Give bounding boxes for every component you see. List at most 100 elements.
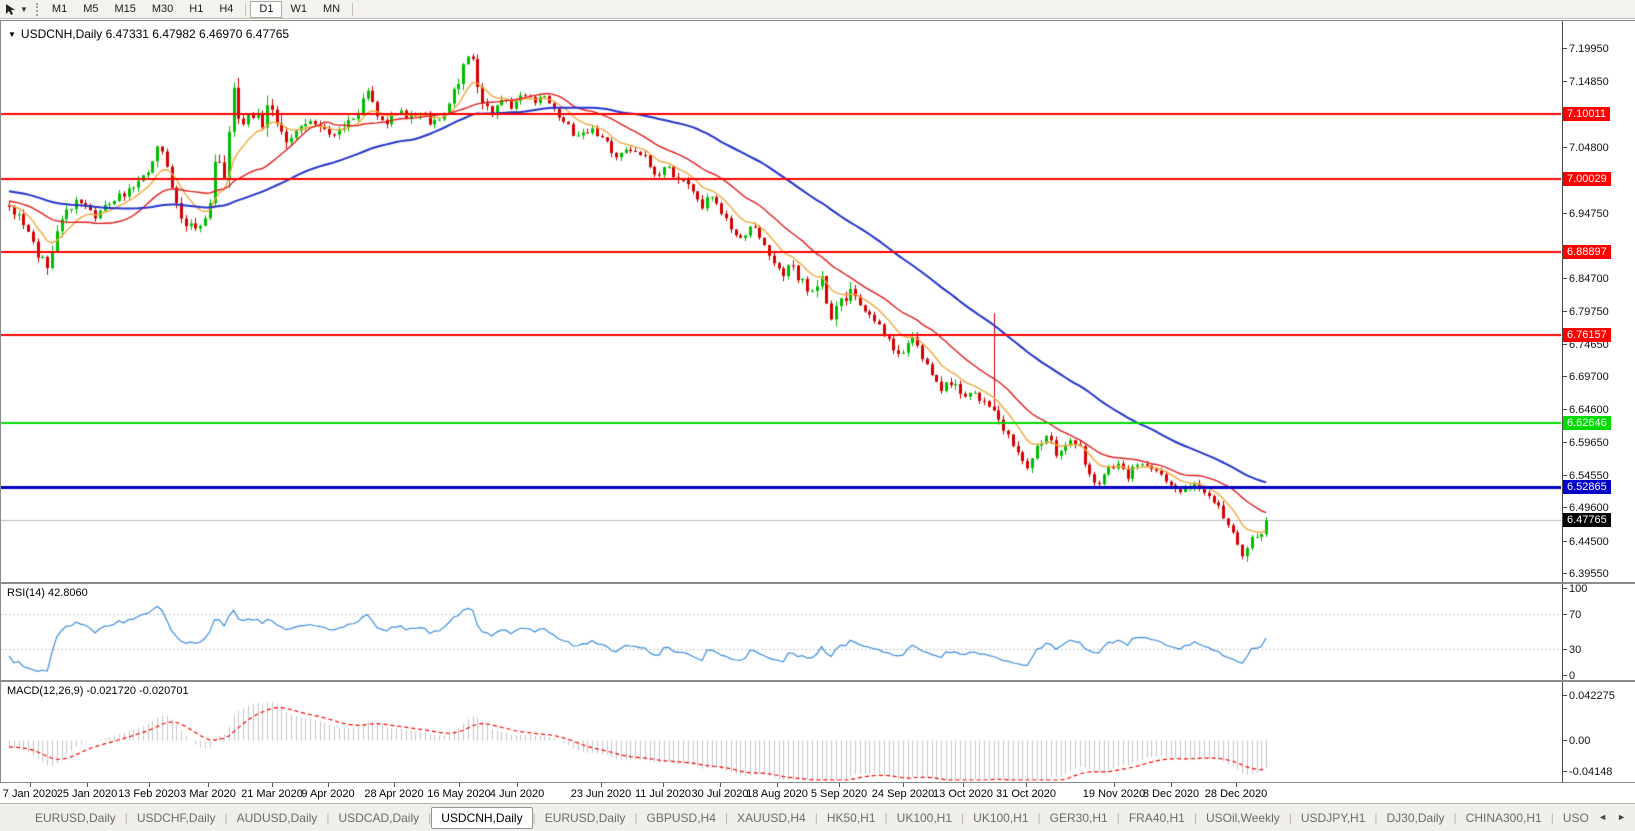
date-tick: [839, 783, 840, 787]
chart-tab[interactable]: USDCHF,Daily: [136, 810, 216, 825]
date-label: 18 Aug 2020: [746, 788, 808, 800]
cursor-arrow-icon: [6, 3, 15, 15]
hline-price-label: 7.10011: [1563, 106, 1610, 121]
price-tick-label: 6.79750: [1563, 305, 1609, 318]
macd-scale-label: 0.042275: [1563, 690, 1615, 703]
timeframe-button-m30[interactable]: M30: [151, 2, 174, 15]
price-tick-label: 6.94750: [1563, 207, 1609, 220]
chart-tab[interactable]: DJ30,Daily: [1386, 810, 1445, 825]
tool-dropdown-caret[interactable]: ▼: [20, 4, 28, 14]
main-chart-canvas[interactable]: [1, 21, 1561, 582]
rsi-label: RSI(14) 42.8060: [7, 587, 88, 599]
tab-scroll-left[interactable]: ◄: [1598, 812, 1608, 822]
date-label: 21 Mar 2020: [241, 788, 303, 800]
tab-separator: |: [1453, 810, 1457, 825]
date-label: 28 Apr 2020: [364, 788, 424, 800]
date-tick: [777, 783, 778, 787]
rsi-canvas[interactable]: [1, 584, 1561, 680]
price-tick-label: 7.19950: [1563, 43, 1609, 55]
tab-separator: |: [1116, 810, 1120, 825]
rsi-scale-label: 70: [1562, 609, 1582, 622]
chart-tab[interactable]: USDJPY,H1: [1300, 810, 1366, 825]
chart-cursor-icon[interactable]: ▼: [0, 1, 32, 18]
chart-tab[interactable]: EURUSD,Daily: [35, 810, 116, 825]
date-label: 4 Jun 2020: [489, 788, 545, 800]
price-tick-label: 6.69700: [1563, 371, 1609, 384]
tab-separator: |: [124, 810, 128, 825]
date-tick: [720, 783, 721, 787]
chart-tab[interactable]: AUDUSD,Daily: [236, 810, 318, 825]
date-tick: [394, 783, 395, 787]
hline-price-label: 6.88897: [1563, 244, 1611, 259]
date-tick: [459, 783, 460, 787]
timeframe-button-m1[interactable]: M1: [51, 2, 68, 15]
date-tick: [601, 783, 602, 787]
price-tick-label: 7.04800: [1563, 141, 1609, 154]
hline-price-label: 6.62646: [1563, 416, 1611, 431]
tab-separator: |: [634, 810, 638, 825]
chart-tab[interactable]: UK100,H1: [973, 810, 1029, 825]
price-tick-label: 6.39550: [1563, 568, 1609, 580]
timeframe-button-m5[interactable]: M5: [83, 2, 99, 15]
date-label: 30 Jul 2020: [691, 788, 749, 800]
macd-axis[interactable]: 0.042275 0.00 -0.04148: [1562, 682, 1635, 782]
main-chart-pane: ▼ USDCNH,Daily 6.47331 6.47982 6.46970 6.…: [0, 20, 1635, 583]
date-tick: [272, 783, 273, 787]
chart-tab[interactable]: FRA40,H1: [1128, 810, 1185, 825]
main-price-axis[interactable]: 7.19950 7.14850 7.04800 6.94750 6.84700 6.797…: [1562, 21, 1635, 582]
timeframe-button-h1[interactable]: H1: [189, 2, 204, 15]
tab-scroll-right[interactable]: ►: [1617, 812, 1626, 822]
timeframe-button-d1[interactable]: D1: [250, 0, 283, 18]
toolbar-grip[interactable]: [35, 2, 38, 16]
chart-tab[interactable]: EURUSD,Daily: [544, 810, 626, 825]
price-tick-label: 7.14850: [1563, 76, 1609, 89]
tab-separator: |: [884, 810, 888, 825]
date-label: 13 Feb 2020: [118, 788, 180, 800]
chart-tab[interactable]: USDCNH,Daily: [431, 806, 533, 829]
date-label: 5 Sep 2020: [810, 788, 868, 800]
timeframe-button-w1[interactable]: W1: [290, 2, 307, 15]
date-tick: [903, 783, 904, 787]
date-tick: [30, 783, 31, 787]
bid-price-label: 6.47765: [1563, 513, 1611, 528]
date-label: 23 Jun 2020: [570, 788, 632, 800]
chart-tab[interactable]: CHINA300,H1: [1465, 810, 1542, 825]
timeframe-button-m15[interactable]: M15: [114, 2, 136, 15]
rsi-axis[interactable]: 100 70 30 0: [1562, 583, 1635, 682]
date-label: 11 Jul 2020: [634, 788, 692, 800]
hline-price-label: 6.52865: [1563, 480, 1611, 495]
chart-tab[interactable]: USDCAD,Daily: [338, 810, 420, 825]
tab-separator: |: [1193, 810, 1197, 825]
chart-tab[interactable]: USOil,Weekly: [1205, 810, 1280, 825]
price-tick-label: 6.59650: [1563, 436, 1609, 449]
timeframe-button-h4[interactable]: H4: [219, 2, 234, 15]
chart-tab[interactable]: USOil,: [1562, 810, 1598, 825]
rsi-scale-label: 30: [1562, 643, 1582, 656]
chart-tab[interactable]: UK100,H1: [896, 810, 953, 825]
chart-tab[interactable]: HK50,H1: [826, 810, 876, 825]
tab-separator: |: [1037, 810, 1041, 825]
tab-separator: |: [1550, 810, 1554, 825]
date-axis[interactable]: 7 Jan 2020 25 Jan 2020 13 Feb 2020 3 Mar 20…: [0, 783, 1635, 803]
tab-scroll-arrows: ◄ ►: [1589, 804, 1635, 830]
tab-separator: |: [224, 810, 228, 825]
macd-label: MACD(12,26,9) -0.021720 -0.020701: [7, 685, 189, 697]
timeframe-button-mn[interactable]: MN: [322, 2, 341, 15]
date-label: 7 Jan 2020: [2, 788, 58, 800]
chart-title: USDCNH,Daily 6.47331 6.47982 6.46970 6.4…: [20, 27, 290, 41]
price-tick-label: 6.84700: [1563, 273, 1609, 286]
macd-scale-label: 0.00: [1562, 735, 1591, 747]
date-tick: [1171, 783, 1172, 787]
chart-collapse-icon[interactable]: ▼: [8, 30, 16, 39]
macd-canvas[interactable]: [1, 682, 1561, 782]
toolbar-separator: [352, 2, 354, 16]
rsi-pane: RSI(14) 42.8060 100 70 30 0: [0, 583, 1635, 682]
date-label: 31 Oct 2020: [996, 788, 1056, 800]
tab-separator: |: [814, 810, 818, 825]
chart-tab-bar: EURUSD,Daily | USDCHF,Daily | AUDUSD,Daily | U…: [0, 803, 1635, 831]
tab-separator: |: [532, 810, 536, 825]
chart-tab[interactable]: GBPUSD,H4: [646, 810, 716, 825]
chart-title-row: ▼ USDCNH,Daily 6.47331 6.47982 6.46970 6.…: [8, 27, 289, 41]
chart-tab[interactable]: XAUUSD,H4: [737, 810, 806, 825]
chart-tab[interactable]: GER30,H1: [1049, 810, 1108, 825]
